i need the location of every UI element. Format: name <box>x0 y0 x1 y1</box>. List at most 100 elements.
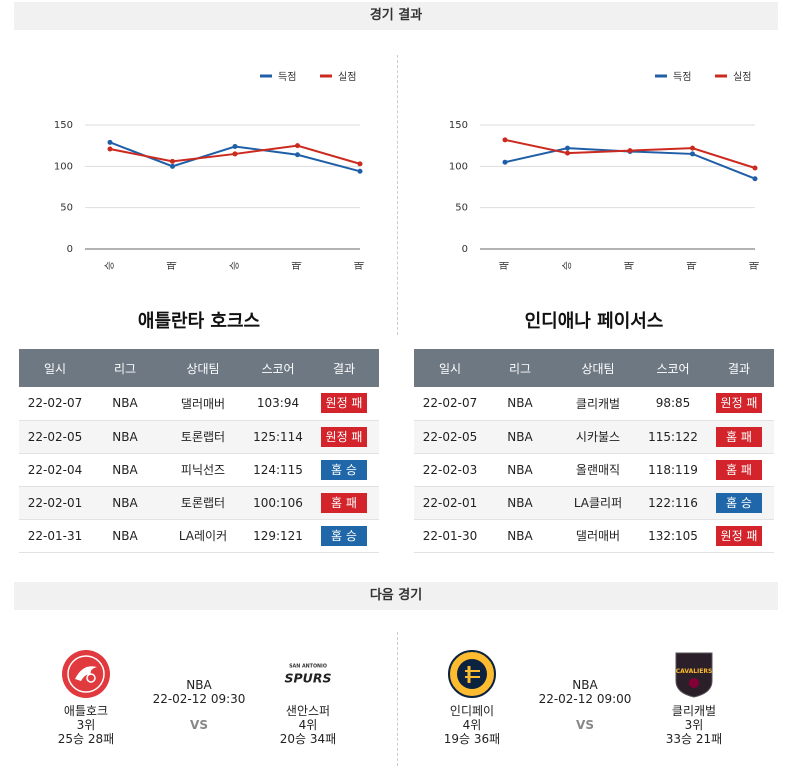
team-record: 25승 28패 <box>57 732 115 746</box>
col-opponent: 상대팀 <box>554 349 642 387</box>
cell-league: NBA <box>486 519 554 553</box>
cell-score: 100:106 <box>247 486 309 520</box>
x-tick-label: 패 <box>292 261 304 270</box>
cell-opponent: LA클리퍼 <box>554 486 642 520</box>
legend-label-scored: 득점 <box>278 71 296 83</box>
data-point <box>170 163 175 169</box>
results-divider <box>397 55 398 335</box>
cell-score: 124:115 <box>247 453 309 487</box>
cell-league: NBA <box>486 486 554 520</box>
cell-result: 홈 패 <box>309 486 379 520</box>
cell-league: NBA <box>486 420 554 454</box>
cell-league: NBA <box>91 486 159 520</box>
col-score: 스코어 <box>247 349 309 387</box>
table-row: 22-02-07 NBA 댈러매버 103:94 원정 패 <box>19 387 379 421</box>
x-tick-label: 패 <box>687 261 699 270</box>
cell-score: 118:119 <box>642 453 704 487</box>
team-rank: 3위 <box>684 718 704 732</box>
table-header-row: 일시 리그 상대팀 스코어 결과 <box>414 349 774 387</box>
data-point <box>357 168 363 174</box>
match-info: NBA 22-02-12 09:30 VS <box>149 678 249 732</box>
team-card-away[interactable]: CAVALIERS 클리캐벌 3위 33승 21패 <box>644 648 744 746</box>
team-record: 19승 36패 <box>443 732 501 746</box>
col-date: 일시 <box>19 349 91 387</box>
cell-opponent: 댈러매버 <box>159 387 247 421</box>
cell-date: 22-02-05 <box>19 420 91 454</box>
cell-result: 홈 승 <box>309 453 379 487</box>
cell-result: 홈 승 <box>309 519 379 553</box>
result-badge: 홈 패 <box>321 492 367 513</box>
result-badge: 원정 패 <box>321 393 367 414</box>
chart-indiana: 득점 실점 0 50 100 150 패 승 패 패 패 <box>410 60 780 280</box>
x-tick-label: 패 <box>624 261 636 270</box>
cell-score: 125:114 <box>247 420 309 454</box>
table-header-row: 일시 리그 상대팀 스코어 결과 <box>19 349 379 387</box>
team-record: 33승 21패 <box>665 732 723 746</box>
next-match-atlanta-spurs: 애틀호크 3위 25승 28패 NBA 22-02-12 09:30 VS SA… <box>14 640 384 760</box>
data-point <box>565 145 570 151</box>
data-point <box>627 148 633 154</box>
data-point <box>752 176 758 182</box>
team-card-home[interactable]: 인디페이 4위 19승 36패 <box>422 648 522 746</box>
cell-score: 115:122 <box>642 420 704 454</box>
team-name: 샌안스퍼 <box>285 704 331 718</box>
match-datetime: 22-02-12 09:30 <box>152 692 246 706</box>
data-point <box>752 165 758 171</box>
team-name: 애틀호크 <box>63 704 109 718</box>
cell-opponent: 피닉선즈 <box>159 453 247 487</box>
cell-opponent: 시카불스 <box>554 420 642 454</box>
cavaliers-logo-icon: CAVALIERS <box>668 648 720 700</box>
cell-date: 22-02-04 <box>19 453 91 487</box>
y-tick-label: 0 <box>67 244 73 255</box>
data-point <box>107 139 113 145</box>
x-tick-label: 승 <box>229 261 241 270</box>
result-badge: 원정 패 <box>321 426 367 447</box>
result-badge: 원정 패 <box>716 393 762 414</box>
recent-games-table-atlanta: 일시 리그 상대팀 스코어 결과 22-02-07 NBA 댈러매버 103:94 원정… <box>19 349 379 553</box>
y-tick-label: 150 <box>54 120 73 131</box>
table-row: 22-02-05 NBA 토론랩터 125:114 원정 패 <box>19 420 379 454</box>
team-card-away[interactable]: SAN ANTONIO SPURS 샌안스퍼 4위 20승 34패 <box>258 648 358 746</box>
cell-score: 103:94 <box>247 387 309 421</box>
cell-league: NBA <box>486 387 554 421</box>
data-point <box>357 161 363 167</box>
data-point <box>232 143 238 149</box>
team-title-indiana: 인디애나 페이서스 <box>524 311 664 332</box>
x-tick-label: 패 <box>499 261 511 270</box>
table-row: 22-02-05 NBA 시카불스 115:122 홈 패 <box>414 420 774 454</box>
col-date: 일시 <box>414 349 486 387</box>
x-tick-label: 패 <box>354 261 366 270</box>
table-row: 22-02-01 NBA LA클리퍼 122:116 홈 승 <box>414 486 774 520</box>
y-tick-label: 50 <box>60 203 73 214</box>
legend-label-conceded: 실점 <box>733 71 751 83</box>
x-tick-label: 승 <box>562 261 574 270</box>
cell-score: 129:121 <box>247 519 309 553</box>
result-badge: 원정 패 <box>716 525 762 546</box>
next-game-section-header: 다음 경기 <box>14 582 778 610</box>
cell-result: 원정 패 <box>309 387 379 421</box>
cell-league: NBA <box>91 420 159 454</box>
cell-date: 22-01-31 <box>19 519 91 553</box>
match-info: NBA 22-02-12 09:00 VS <box>535 678 635 732</box>
data-point <box>502 159 508 165</box>
spurs-logo-text: SPURS <box>285 671 332 686</box>
col-score: 스코어 <box>642 349 704 387</box>
col-result: 결과 <box>704 349 774 387</box>
cell-score: 122:116 <box>642 486 704 520</box>
cell-result: 홈 패 <box>704 420 774 454</box>
result-badge: 홈 패 <box>716 426 762 447</box>
team-card-home[interactable]: 애틀호크 3위 25승 28패 <box>36 648 136 746</box>
chart-indiana-svg: 득점 실점 0 50 100 150 패 승 패 패 패 <box>449 71 761 270</box>
result-badge: 홈 승 <box>321 459 367 480</box>
match-datetime: 22-02-12 09:00 <box>538 692 632 706</box>
chart-atlanta: 득점 실점 0 50 100 150 승 패 승 패 패 <box>15 60 385 280</box>
cell-league: NBA <box>486 453 554 487</box>
cell-opponent: 댈러매버 <box>554 519 642 553</box>
recent-games-table-indiana: 일시 리그 상대팀 스코어 결과 22-02-07 NBA 클리캐벌 98:85 원정 … <box>414 349 774 553</box>
legend-label-conceded: 실점 <box>338 71 356 83</box>
y-tick-label: 50 <box>455 203 468 214</box>
match-league: NBA <box>186 678 212 692</box>
cell-opponent: 클리캐벌 <box>554 387 642 421</box>
cell-date: 22-02-03 <box>414 453 486 487</box>
cell-result: 홈 패 <box>704 453 774 487</box>
